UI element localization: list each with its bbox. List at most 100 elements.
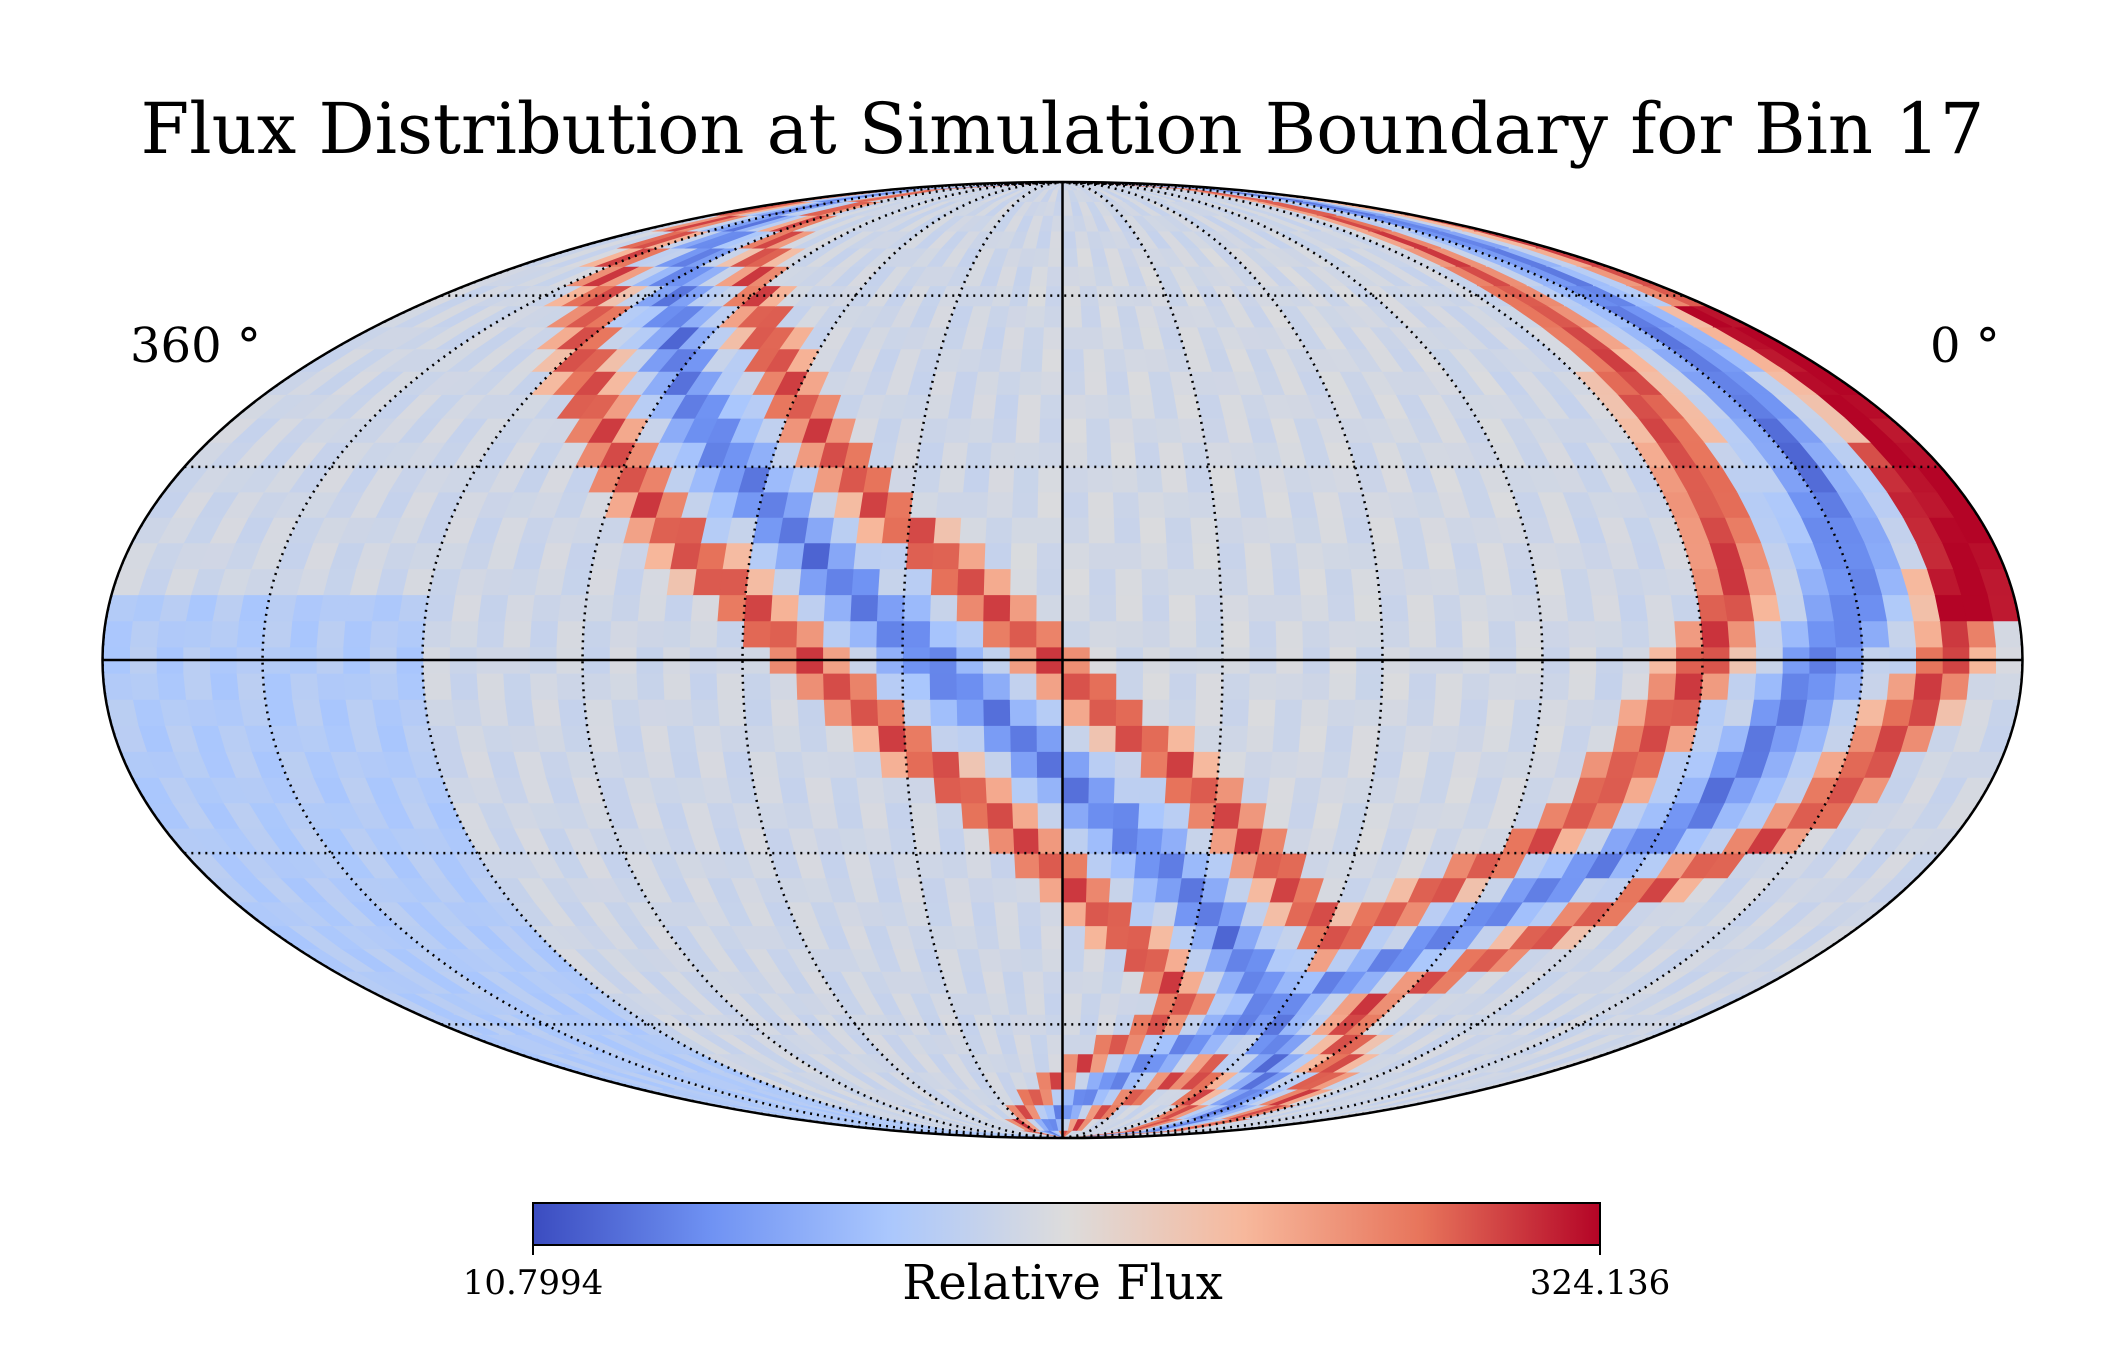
heatmap-cell: [1008, 620, 1037, 648]
heatmap-cell: [556, 698, 588, 726]
heatmap-cell: [747, 542, 779, 570]
heatmap-cell: [1537, 594, 1569, 622]
heatmap-cell: [862, 827, 893, 854]
heatmap-cell: [1038, 393, 1063, 419]
heatmap-cell: [774, 750, 805, 778]
heatmap-cell: [1168, 620, 1197, 648]
heatmap-cell: [1075, 247, 1094, 267]
heatmap-cell: [1405, 698, 1436, 726]
heatmap-cell: [370, 594, 403, 622]
heatmap-cell: [1035, 750, 1063, 778]
heatmap-cell: [1062, 516, 1089, 544]
heatmap-cell: [795, 672, 824, 700]
heatmap-cell: [743, 698, 773, 726]
heatmap-cell: [1752, 672, 1783, 700]
heatmap-cell: [742, 672, 771, 700]
heatmap-cell: [235, 672, 266, 700]
heatmap-cell: [1274, 620, 1303, 648]
heatmap-cell: [1208, 466, 1238, 493]
heatmap-cell: [1082, 948, 1106, 972]
heatmap-cell: [1159, 827, 1188, 854]
heatmap-cell: [1111, 491, 1140, 518]
heatmap-cell: [395, 620, 426, 648]
heatmap-cell: [1341, 776, 1374, 804]
heatmap-cell: [1008, 594, 1037, 622]
colorbar: [532, 1202, 1601, 1246]
heatmap-cell: [1423, 542, 1456, 570]
heatmap-cell: [1643, 698, 1675, 726]
heatmap-cell: [1294, 542, 1325, 570]
heatmap-cell: [848, 672, 878, 700]
heatmap-cell: [1011, 802, 1039, 829]
heatmap-cell: [1859, 672, 1890, 700]
heatmap-cell: [1271, 724, 1301, 752]
heatmap-cell: [1246, 594, 1276, 622]
heatmap-cell: [368, 620, 399, 648]
heatmap-cell: [1161, 491, 1191, 518]
heatmap-cell: [912, 827, 942, 854]
heatmap-cell: [1078, 285, 1099, 307]
heatmap-cell: [1075, 1053, 1094, 1073]
heatmap-cell: [803, 516, 835, 544]
heatmap-cell: [964, 852, 992, 879]
heatmap-cell: [128, 620, 160, 648]
heatmap-cell: [1775, 594, 1808, 622]
heatmap-cell: [635, 620, 665, 648]
heatmap-cell: [450, 698, 482, 726]
heatmap-cell: [1290, 516, 1322, 544]
heatmap-cell: [1407, 620, 1437, 648]
heatmap-cell: [1352, 698, 1382, 726]
heatmap-cell: [1380, 620, 1410, 648]
heatmap-cell: [1221, 620, 1250, 648]
heatmap-cell: [1062, 326, 1084, 350]
heatmap-cell: [1135, 466, 1163, 493]
heatmap-cell: [955, 698, 984, 726]
heatmap-cell: [826, 542, 857, 570]
heatmap-cell: [904, 542, 934, 570]
heatmap-cell: [1965, 672, 1997, 700]
heatmap-cell: [1088, 698, 1117, 726]
heatmap-cell: [1062, 724, 1090, 752]
heatmap-cell: [1113, 542, 1142, 570]
heatmap-cell: [1042, 992, 1063, 1015]
heatmap-cell: [1380, 672, 1410, 700]
heatmap-cell: [1062, 948, 1085, 972]
heatmap-cell: [1352, 594, 1382, 622]
heatmap-cell: [665, 568, 697, 596]
heatmap-cell: [610, 594, 641, 622]
heatmap-cell: [824, 724, 854, 752]
heatmap-cell: [716, 594, 747, 622]
heatmap-cell: [1009, 724, 1037, 752]
heatmap-cell: [1062, 1053, 1079, 1073]
heatmap-cell: [315, 672, 346, 700]
heatmap-cell: [1242, 542, 1273, 570]
heatmap-cell: [1220, 698, 1250, 726]
heatmap-cell: [1109, 441, 1137, 468]
heatmap-cell: [1748, 594, 1781, 622]
heatmap-cell: [1214, 516, 1245, 544]
heatmap-cell: [1045, 1033, 1063, 1055]
heatmap-cell: [969, 901, 997, 927]
heatmap-cell: [932, 516, 962, 544]
heatmap-cell: [912, 466, 942, 493]
heatmap-cell: [982, 698, 1011, 726]
heatmap-cell: [1114, 568, 1143, 596]
heatmap-cell: [964, 441, 992, 468]
heatmap-cell: [822, 698, 852, 726]
heatmap-cell: [1097, 992, 1121, 1015]
heatmap-cell: [1077, 1033, 1097, 1055]
heatmap-cell: [1221, 672, 1250, 700]
heatmap-cell: [887, 827, 917, 854]
heatmap-cell: [1062, 776, 1089, 804]
heatmap-cell: [1699, 672, 1730, 700]
heatmap-cell: [1021, 326, 1044, 350]
heatmap-cell: [1104, 925, 1130, 950]
heatmap-cell: [796, 698, 826, 726]
heatmap-cell: [858, 802, 889, 829]
heatmap-cell: [1062, 992, 1083, 1015]
heatmap-cell: [1236, 802, 1267, 829]
heatmap-cell: [1119, 970, 1145, 994]
heatmap-cell: [966, 417, 995, 443]
heatmap-cell: [1992, 620, 2023, 648]
heatmap-cell: [1062, 200, 1073, 216]
